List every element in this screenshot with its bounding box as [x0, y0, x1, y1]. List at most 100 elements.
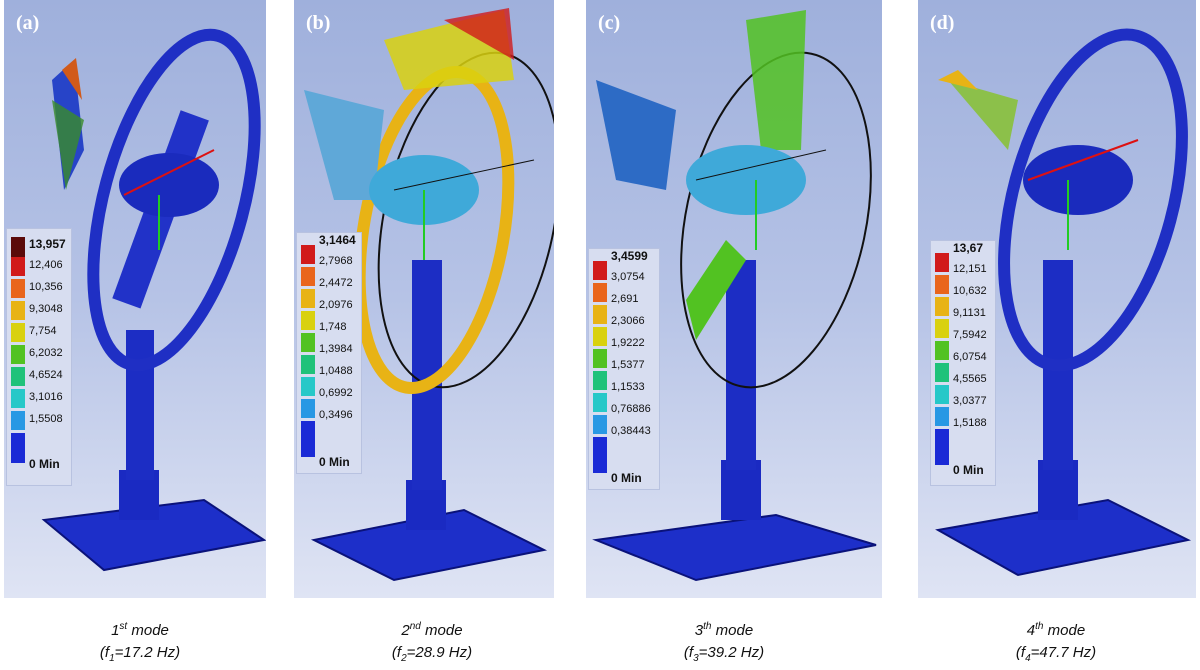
panel-label: (d) — [930, 12, 955, 34]
panel-a: (a) 13,957 12,406 10,356 9,3048 7,754 6,… — [4, 0, 266, 598]
legend-value: 1,748 — [319, 321, 347, 333]
legend-swatch — [301, 355, 315, 374]
legend-value: 2,0976 — [319, 299, 353, 311]
caption-mode-3: 3th mode (f3=39.2 Hz) — [624, 616, 824, 670]
legend-value: 0,3496 — [319, 409, 353, 421]
caption-mode-1: 1st mode (f1=17.2 Hz) — [40, 616, 240, 670]
legend-swatch — [593, 327, 607, 346]
legend-swatch — [593, 371, 607, 390]
legend-value: 2,691 — [611, 293, 639, 305]
legend-swatch — [301, 245, 315, 264]
legend-swatch — [593, 305, 607, 324]
legend-swatch — [935, 341, 949, 360]
panel-d: (d) 13,67 12,151 10,632 9,1131 7,5942 6,… — [918, 0, 1196, 598]
legend-swatch — [593, 437, 607, 473]
legend-swatch — [301, 333, 315, 352]
legend-value: 1,9222 — [611, 337, 645, 349]
legend-value: 3,0377 — [953, 395, 987, 407]
legend-swatch — [301, 311, 315, 330]
legend-value: 3,1016 — [29, 391, 63, 403]
panel-label: (a) — [16, 12, 40, 34]
legend-swatch — [11, 367, 25, 386]
fan-model-d — [935, 28, 1192, 577]
color-legend: 3,1464 2,7968 2,4472 2,0976 1,748 1,3984… — [296, 232, 362, 474]
legend-value: 3,0754 — [611, 271, 645, 283]
legend-value: 13,957 — [29, 237, 66, 251]
panel-b: (b) 3,1464 2,7968 2,4472 2,0976 1,748 1,… — [294, 0, 554, 598]
legend-value: 1,5377 — [611, 359, 645, 371]
legend-value: 12,151 — [953, 263, 987, 275]
caption-title: 2nd mode — [401, 621, 463, 639]
legend-value: 0 Min — [319, 455, 350, 469]
legend-swatch — [11, 257, 25, 276]
legend-value: 3,1464 — [319, 233, 356, 247]
legend-swatch — [935, 319, 949, 338]
caption-frequency: (f3=39.2 Hz) — [683, 644, 765, 664]
panel-label: (b) — [306, 12, 331, 34]
legend-swatch — [593, 283, 607, 302]
legend-value: 0 Min — [29, 457, 60, 471]
caption-mode-4: 4th mode (f4=47.7 Hz) — [956, 616, 1156, 670]
caption-title: 1st mode — [111, 621, 169, 639]
legend-swatch — [593, 415, 607, 434]
legend-swatch — [301, 399, 315, 418]
legend-value: 7,5942 — [953, 329, 987, 341]
legend-value: 6,0754 — [953, 351, 987, 363]
legend-value: 4,6524 — [29, 369, 63, 381]
caption-frequency: (f1=17.2 Hz) — [99, 644, 181, 664]
legend-value: 1,5508 — [29, 413, 63, 425]
fan-model-b — [304, 8, 554, 582]
legend-swatch — [301, 267, 315, 286]
legend-swatch — [11, 323, 25, 342]
fan-model-c — [592, 10, 877, 582]
caption-frequency: (f2=28.9 Hz) — [391, 644, 473, 664]
legend-swatch — [11, 301, 25, 320]
legend-value: 1,0488 — [319, 365, 353, 377]
legend-value: 1,3984 — [319, 343, 353, 355]
legend-swatch — [11, 411, 25, 430]
legend-value: 13,67 — [953, 241, 984, 255]
legend-swatch — [11, 237, 25, 257]
legend-value: 3,4599 — [611, 249, 648, 263]
legend-value: 12,406 — [29, 259, 63, 271]
color-legend: 13,67 12,151 10,632 9,1131 7,5942 6,0754… — [930, 240, 996, 486]
caption-frequency: (f4=47.7 Hz) — [1015, 644, 1097, 664]
fan-model-a — [41, 28, 266, 572]
panel-label: (c) — [598, 12, 621, 34]
legend-swatch — [593, 261, 607, 280]
legend-value: 9,1131 — [953, 307, 986, 319]
legend-value: 6,2032 — [29, 347, 63, 359]
legend-swatch — [935, 363, 949, 382]
legend-swatch — [11, 433, 25, 463]
caption-title: 3th mode — [694, 621, 754, 639]
legend-value: 9,3048 — [29, 303, 63, 315]
legend-swatch — [301, 377, 315, 396]
legend-value: 0 Min — [953, 463, 984, 477]
legend-value: 0,38443 — [611, 425, 651, 437]
legend-value: 1,5188 — [953, 417, 987, 429]
legend-swatch — [301, 289, 315, 308]
legend-swatch — [593, 393, 607, 412]
legend-value: 0 Min — [611, 471, 642, 485]
legend-swatch — [935, 429, 949, 465]
legend-swatch — [11, 389, 25, 408]
legend-swatch — [935, 385, 949, 404]
legend-swatch — [593, 349, 607, 368]
legend-swatch — [935, 407, 949, 426]
legend-value: 2,4472 — [319, 277, 353, 289]
legend-swatch — [935, 297, 949, 316]
legend-swatch — [301, 421, 315, 457]
legend-value: 1,1533 — [611, 381, 645, 393]
caption-mode-2: 2nd mode (f2=28.9 Hz) — [332, 616, 532, 670]
legend-value: 10,356 — [29, 281, 63, 293]
legend-value: 2,3066 — [611, 315, 645, 327]
legend-value: 10,632 — [953, 285, 987, 297]
legend-value: 2,7968 — [319, 255, 353, 267]
legend-value: 7,754 — [29, 325, 57, 337]
panel-c: (c) 3,4599 3,0754 2,691 2,3066 1,9222 1,… — [586, 0, 882, 598]
legend-swatch — [11, 345, 25, 364]
legend-swatch — [11, 279, 25, 298]
color-legend: 13,957 12,406 10,356 9,3048 7,754 6,2032… — [6, 228, 72, 486]
legend-value: 0,76886 — [611, 403, 651, 415]
caption-title: 4th mode — [1026, 621, 1086, 639]
